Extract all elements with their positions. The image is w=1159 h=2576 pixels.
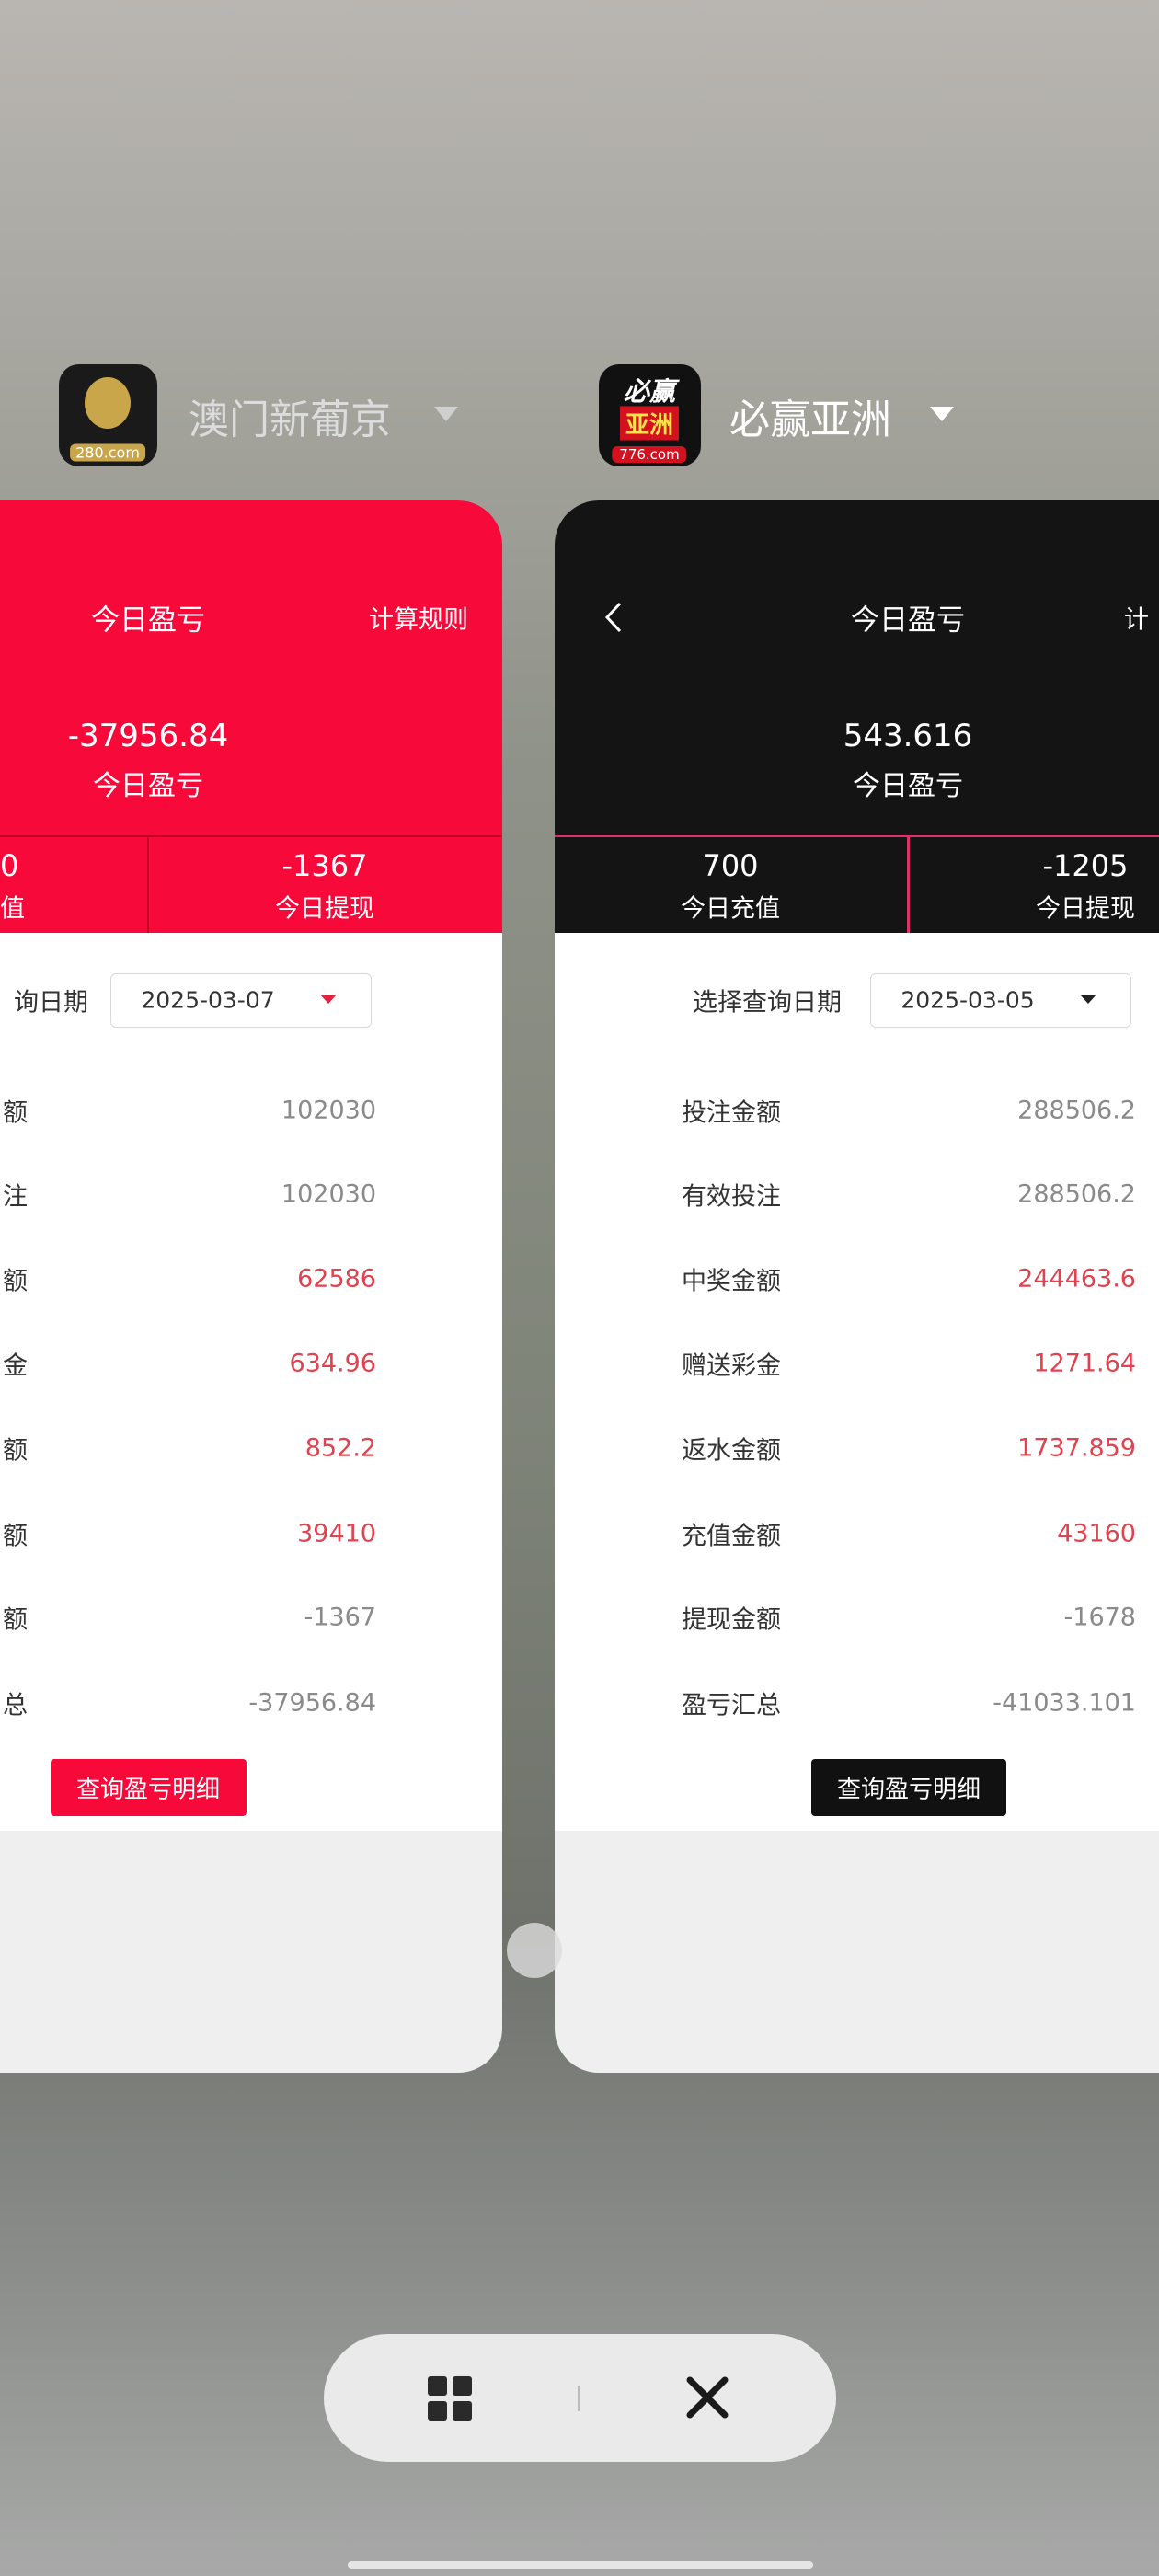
app-card[interactable]: 今日盈亏 计 543.616 今日盈亏 700 今日充值 -1205 今日提现 … [555, 500, 1159, 2073]
row-value: -41033.101 [993, 1688, 1136, 1718]
stat-label: 今日提现 [275, 894, 374, 924]
date-value: 2025-03-05 [901, 986, 1035, 1014]
logo-title: 必赢 [623, 376, 676, 407]
divider [555, 835, 1159, 837]
date-label: 询日期 [14, 988, 88, 1018]
row-value: -37956.84 [248, 1688, 376, 1718]
app-name[interactable]: 必赢亚洲 [729, 397, 891, 443]
dropdown-arrow[interactable] [434, 407, 458, 423]
row-value: 852.2 [304, 1433, 376, 1463]
row-value: 43160 [1057, 1519, 1136, 1548]
row-value: 288506.2 [1017, 1179, 1136, 1209]
row-label: 返水金额 [682, 1436, 781, 1466]
row-value: 102030 [281, 1096, 376, 1125]
app-icon[interactable]: 280.com [59, 364, 157, 466]
row-label: 额 [3, 1605, 28, 1635]
row-value: 102030 [281, 1179, 376, 1209]
amount: 543.616 [843, 718, 973, 754]
recents-bar [324, 2334, 836, 2462]
row-value: 62586 [297, 1264, 376, 1294]
header: 今日盈亏 计算规则 -37956.84 今日盈亏 0 值 -1367 今日提现 [0, 500, 502, 933]
row-label: 中奖金额 [682, 1267, 781, 1296]
stat-value: -1367 [281, 848, 368, 883]
row-label: 有效投注 [682, 1182, 781, 1212]
back-icon[interactable] [604, 602, 623, 633]
row-value: 1737.859 [1017, 1433, 1136, 1463]
content [0, 933, 502, 1831]
row-label: 额 [3, 1522, 28, 1551]
row-value: 244463.6 [1017, 1264, 1136, 1294]
stat-value: 0 [0, 848, 19, 883]
rule-link[interactable]: 计 [1124, 605, 1149, 635]
row-value: 1271.64 [1033, 1349, 1136, 1378]
split-screen-button[interactable] [428, 2376, 472, 2421]
separator [578, 2386, 580, 2411]
stat-label: 今日充值 [681, 894, 780, 924]
row-value: -1678 [1063, 1603, 1136, 1632]
row-value: 39410 [297, 1519, 376, 1548]
stat-label: 今日提现 [1036, 894, 1135, 924]
row-label: 额 [3, 1436, 28, 1466]
app-card[interactable]: 今日盈亏 计算规则 -37956.84 今日盈亏 0 值 -1367 今日提现 … [0, 500, 502, 2073]
logo-emblem [85, 377, 131, 429]
amount-label: 今日盈亏 [853, 770, 963, 802]
header-title: 今日盈亏 [91, 604, 205, 638]
date-value: 2025-03-07 [141, 986, 275, 1014]
row-label: 额 [3, 1267, 28, 1296]
button-label: 查询盈亏明细 [75, 1776, 221, 1804]
row-label: 提现金额 [682, 1605, 781, 1635]
detail-button[interactable]: 查询盈亏明细 [811, 1759, 1006, 1816]
row-label: 额 [3, 1098, 28, 1128]
divider [147, 837, 149, 933]
rule-link[interactable]: 计算规则 [369, 605, 468, 635]
content [555, 933, 1159, 1831]
date-picker[interactable]: 2025-03-05 [870, 973, 1131, 1028]
amount: -37956.84 [67, 718, 229, 754]
button-label: 查询盈亏明细 [836, 1776, 981, 1804]
date-picker[interactable]: 2025-03-07 [110, 973, 372, 1028]
row-value: 634.96 [289, 1349, 376, 1378]
stat-label: 值 [0, 894, 25, 924]
row-label: 充值金额 [682, 1522, 781, 1551]
row-label: 盈亏汇总 [682, 1691, 781, 1720]
divider [0, 835, 502, 837]
row-label: 金 [3, 1351, 28, 1381]
row-label: 总 [3, 1691, 28, 1720]
dropdown-arrow [320, 995, 337, 1004]
row-label: 注 [3, 1182, 28, 1212]
clear-all-button[interactable] [686, 2376, 729, 2419]
home-indicator [348, 2561, 813, 2569]
dropdown-arrow[interactable] [930, 407, 954, 423]
drag-handle [507, 1923, 562, 1978]
app-name[interactable]: 澳门新葡京 [189, 397, 391, 443]
logo-text: 280.com [70, 443, 145, 462]
stat-value: -1205 [1042, 848, 1129, 883]
header: 今日盈亏 计 543.616 今日盈亏 700 今日充值 -1205 今日提现 [555, 500, 1159, 933]
row-label: 投注金额 [682, 1098, 781, 1128]
dropdown-arrow [1080, 995, 1096, 1004]
row-label: 赠送彩金 [682, 1351, 781, 1381]
app-icon[interactable]: 必赢 亚洲 776.com [599, 364, 701, 466]
stat-value: 700 [702, 848, 759, 883]
header-title: 今日盈亏 [851, 604, 965, 638]
logo-text: 776.com [612, 446, 687, 463]
logo-title: 亚洲 [619, 406, 680, 441]
date-label: 选择查询日期 [693, 988, 842, 1018]
amount-label: 今日盈亏 [93, 770, 203, 802]
detail-button[interactable]: 查询盈亏明细 [51, 1759, 247, 1816]
divider [907, 837, 910, 933]
row-value: 288506.2 [1017, 1096, 1136, 1125]
row-value: -1367 [304, 1603, 376, 1632]
